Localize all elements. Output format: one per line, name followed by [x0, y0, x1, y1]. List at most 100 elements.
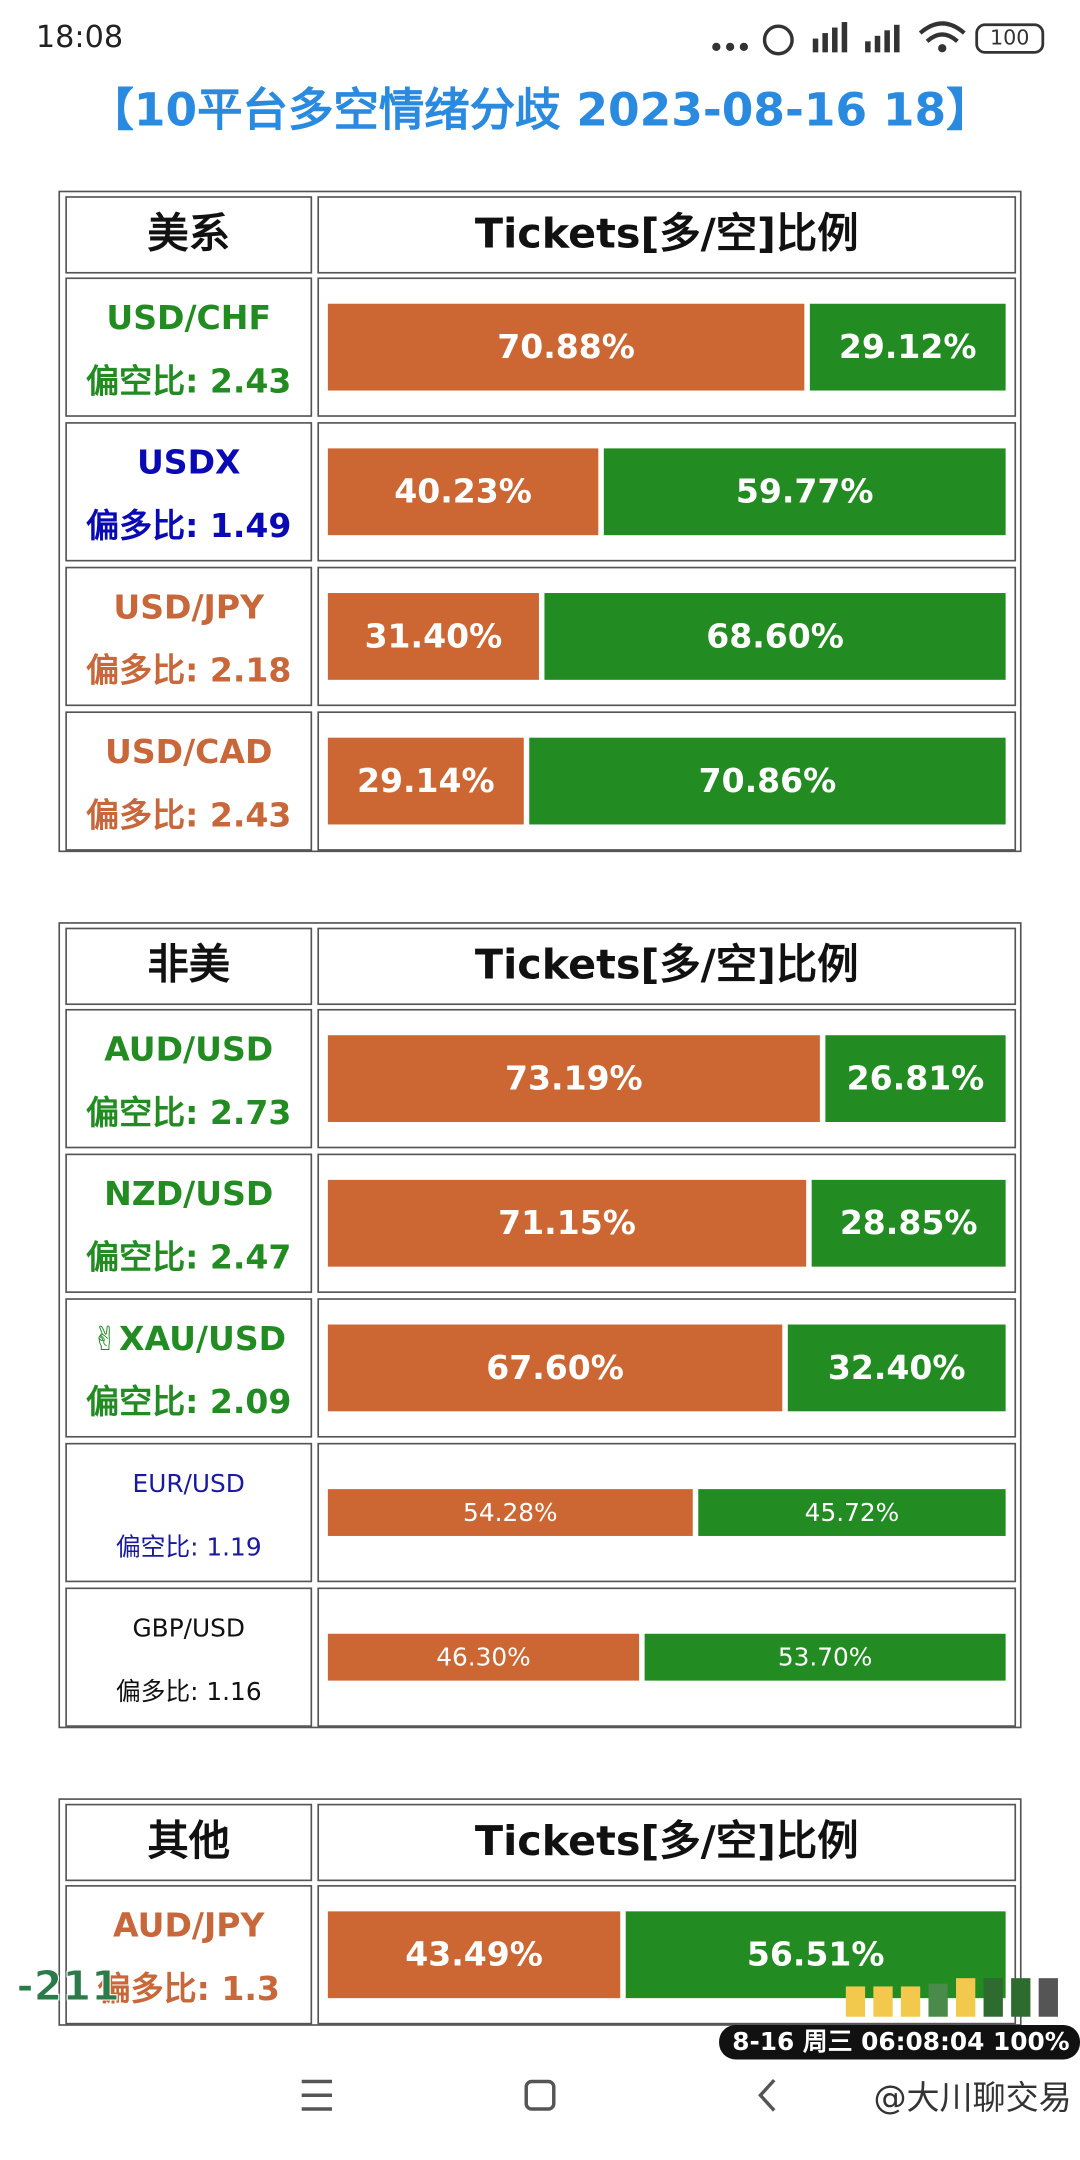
- pair-name: AUD/JPY: [113, 1906, 265, 1945]
- nav-back[interactable]: [758, 2078, 776, 2112]
- long-bar: [327, 1911, 621, 1999]
- table-border: [58, 922, 1022, 1729]
- pair-name: ✌XAU/USD: [91, 1319, 286, 1358]
- pair-ratio: 偏多比: 1.3: [98, 1969, 280, 2008]
- header-cell: [317, 927, 1017, 1006]
- short-label: 70.86%: [699, 761, 837, 800]
- header-text: Tickets[多/空]比例: [475, 941, 859, 989]
- timestamp-pill: [719, 2025, 1080, 2060]
- pair-name: USD/CAD: [105, 732, 272, 771]
- row-cell: [317, 277, 1017, 417]
- header-text: Tickets[多/空]比例: [475, 209, 859, 257]
- pair-ratio: 偏多比: 2.43: [86, 795, 291, 834]
- row-cell: [317, 422, 1017, 562]
- long-label: 73.19%: [505, 1059, 643, 1098]
- header-text: 其他: [147, 1817, 230, 1865]
- long-bar: [327, 1179, 807, 1267]
- pair-ratio: 偏多比: 2.18: [86, 651, 291, 690]
- page-title: 【10平台多空情绪分歧 2023-08-16 18】: [88, 83, 991, 136]
- row-cell: [65, 1885, 313, 2025]
- short-bar: [825, 1035, 1006, 1123]
- long-label: 70.88%: [497, 327, 635, 366]
- row-cell: [65, 277, 313, 417]
- row-cell: [317, 711, 1017, 851]
- row-cell: [65, 1153, 313, 1293]
- long-bar: [327, 1633, 640, 1681]
- battery-level: 100: [990, 26, 1029, 50]
- long-bar: [327, 593, 539, 680]
- row-cell: [317, 566, 1017, 707]
- header-cell: [65, 927, 313, 1006]
- row-cell: [317, 1885, 1017, 2025]
- long-bar: [327, 303, 805, 391]
- short-label: 53.70%: [778, 1643, 872, 1672]
- row-cell: [317, 1153, 1017, 1293]
- header-cell: [65, 1803, 313, 1882]
- long-label: 46.30%: [436, 1643, 531, 1672]
- status-time: 18:08: [36, 20, 123, 55]
- short-label: 28.85%: [840, 1203, 978, 1242]
- pair-name: USD/CHF: [106, 298, 271, 337]
- long-bar: [327, 737, 524, 825]
- header-text: 美系: [147, 209, 230, 257]
- row-cell: [65, 1442, 313, 1583]
- counter: -211: [17, 1962, 120, 2010]
- row-cell: [65, 1298, 313, 1438]
- tables: 美系 Tickets[多/空]比例 USD/CHF 偏空比: 2.43 70.88% 29…: [58, 190, 1022, 2026]
- pair-ratio: 偏空比: 2.43: [86, 361, 291, 400]
- long-bar: [327, 1324, 783, 1412]
- short-bar: [811, 1179, 1006, 1267]
- pair-name: USD/JPY: [113, 587, 265, 626]
- long-bar: [327, 1489, 693, 1536]
- row-cell: [317, 1442, 1017, 1583]
- short-label: 56.51%: [747, 1935, 885, 1974]
- short-bar: [644, 1633, 1006, 1681]
- row-cell: [65, 566, 313, 707]
- short-bar: [529, 737, 1006, 825]
- short-label: 26.81%: [847, 1059, 985, 1098]
- long-label: 29.14%: [357, 761, 495, 800]
- long-label: 43.49%: [405, 1935, 543, 1974]
- pair-ratio: 偏多比: 1.49: [86, 506, 291, 545]
- row-cell: [317, 1587, 1017, 1727]
- long-label: 67.60%: [486, 1348, 624, 1387]
- pair-ratio: 偏空比: 2.09: [86, 1382, 291, 1421]
- level-meter: [845, 1978, 1058, 2017]
- pair-name: NZD/USD: [104, 1174, 273, 1213]
- pair-ratio: 偏空比: 1.19: [116, 1532, 262, 1561]
- row-cell: [65, 1008, 313, 1149]
- row-cell: [317, 1008, 1017, 1149]
- short-bar: [809, 303, 1006, 391]
- pair-name: AUD/USD: [104, 1030, 273, 1069]
- short-label: 59.77%: [736, 472, 874, 511]
- pair-ratio: 偏空比: 2.73: [86, 1093, 291, 1132]
- table-border: [58, 1798, 1022, 2026]
- short-bar: [544, 593, 1006, 680]
- nav-home[interactable]: [524, 2079, 556, 2111]
- nav-menu[interactable]: [301, 2079, 332, 2111]
- short-label: 45.72%: [805, 1498, 899, 1527]
- short-bar: [787, 1324, 1006, 1412]
- long-bar: [327, 448, 599, 536]
- header-cell: [317, 196, 1017, 274]
- status-icons: [712, 21, 1045, 56]
- short-label: 68.60%: [706, 616, 844, 655]
- row-cell: [65, 1587, 313, 1727]
- pair-ratio: 偏多比: 1.16: [116, 1677, 262, 1706]
- table-border: [58, 190, 1022, 853]
- header-text: 非美: [147, 941, 230, 989]
- row-cell: [65, 422, 313, 562]
- pair-name: GBP/USD: [132, 1614, 244, 1643]
- row-cell: [317, 1298, 1017, 1438]
- overlay: 8-16 周三 06:08:04 100% -211 @大川聊交易: [0, 1962, 1080, 2160]
- header-cell: [65, 196, 313, 274]
- long-bar: [327, 1035, 820, 1123]
- long-label: 31.40%: [365, 616, 503, 655]
- short-label: 32.40%: [828, 1348, 966, 1387]
- header-cell: [317, 1803, 1017, 1882]
- long-label: 40.23%: [394, 472, 532, 511]
- pair-ratio: 偏空比: 2.47: [86, 1238, 291, 1277]
- pair-name: EUR/USD: [133, 1469, 245, 1498]
- watermark: @大川聊交易: [873, 2078, 1071, 2117]
